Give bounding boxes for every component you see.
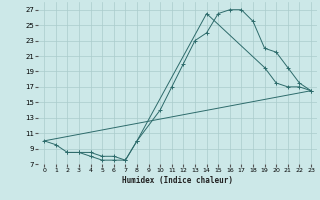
X-axis label: Humidex (Indice chaleur): Humidex (Indice chaleur) [122, 176, 233, 185]
